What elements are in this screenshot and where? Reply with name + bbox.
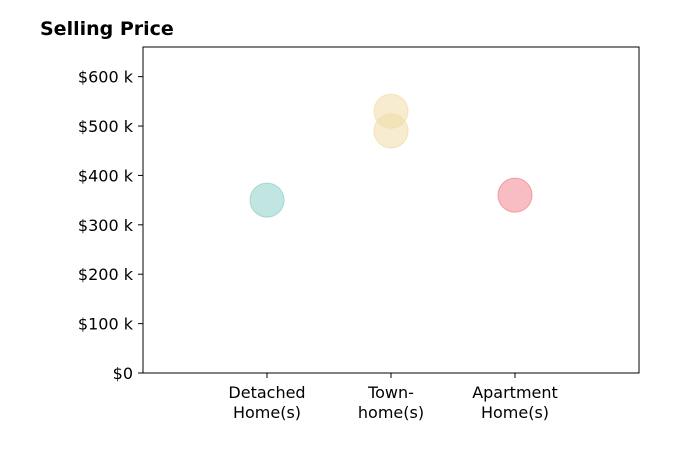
y-tick-label: $0 — [113, 364, 133, 383]
data-point — [373, 113, 409, 149]
data-point — [249, 182, 285, 218]
chart-title: Selling Price — [40, 18, 174, 40]
x-tick-label: Town-home(s) — [358, 383, 424, 422]
x-tick-label: Apartment Home(s) — [472, 383, 558, 422]
y-tick-label: $500 k — [78, 117, 134, 136]
data-point — [497, 177, 533, 213]
y-tick-label: $400 k — [78, 166, 134, 185]
x-tick-label: Detached Home(s) — [228, 383, 305, 422]
data-points — [249, 93, 533, 218]
y-tick-label: $200 k — [78, 265, 134, 284]
x-axis: Detached Home(s) Town-home(s) Apartment Home… — [228, 373, 558, 422]
y-tick-label: $100 k — [78, 315, 134, 334]
y-axis: $0 $100 k $200 k $300 k $400 k $500 k $600 k — [78, 68, 143, 383]
y-tick-label: $300 k — [78, 216, 134, 235]
y-tick-label: $600 k — [78, 68, 134, 87]
